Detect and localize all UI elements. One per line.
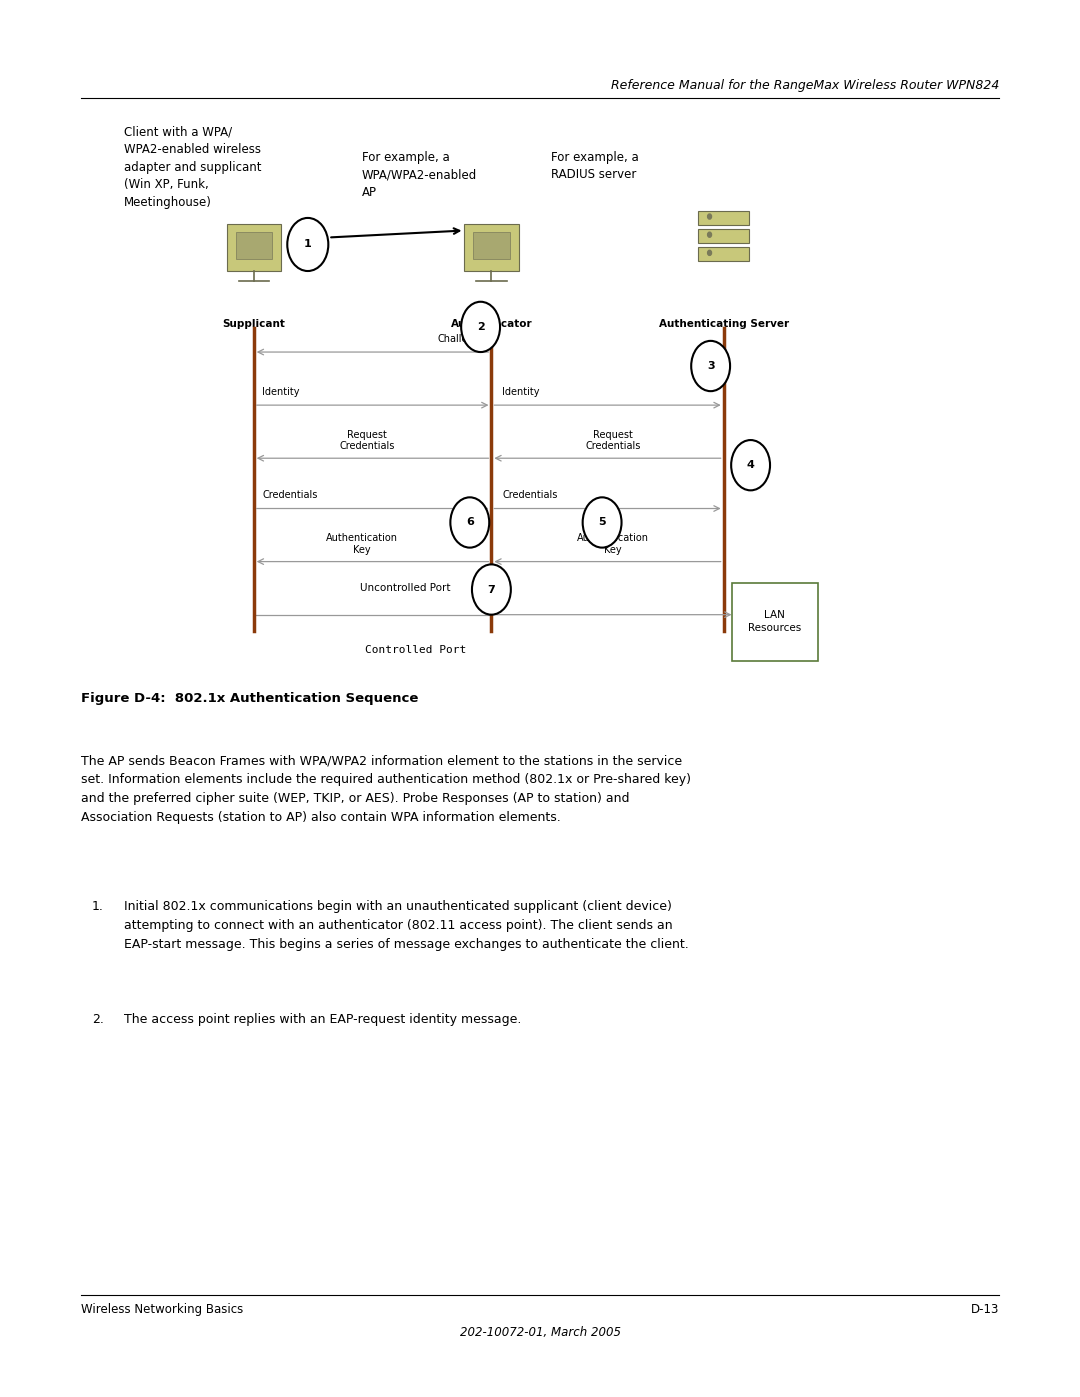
Text: Client with a WPA/
WPA2-enabled wireless
adapter and supplicant
(Win XP, Funk,
M: Client with a WPA/ WPA2-enabled wireless… bbox=[124, 126, 261, 208]
Text: 4: 4 bbox=[746, 460, 755, 471]
Circle shape bbox=[472, 564, 511, 615]
Circle shape bbox=[731, 440, 770, 490]
Text: Authentication
Key: Authentication Key bbox=[577, 534, 649, 555]
Text: Request
Credentials: Request Credentials bbox=[585, 430, 640, 451]
Circle shape bbox=[450, 497, 489, 548]
Text: 1: 1 bbox=[303, 239, 312, 250]
Circle shape bbox=[707, 214, 712, 219]
Text: 3: 3 bbox=[706, 360, 715, 372]
Text: The access point replies with an EAP-request identity message.: The access point replies with an EAP-req… bbox=[124, 1013, 522, 1025]
Text: Identity: Identity bbox=[262, 387, 300, 397]
Text: 5: 5 bbox=[598, 517, 606, 528]
FancyBboxPatch shape bbox=[699, 211, 748, 225]
Text: Wireless Networking Basics: Wireless Networking Basics bbox=[81, 1303, 243, 1316]
Text: Uncontrolled Port: Uncontrolled Port bbox=[360, 583, 450, 592]
Text: LAN
Resources: LAN Resources bbox=[748, 610, 801, 633]
Text: 7: 7 bbox=[487, 584, 496, 595]
FancyBboxPatch shape bbox=[473, 232, 510, 260]
Text: D-13: D-13 bbox=[971, 1303, 999, 1316]
Circle shape bbox=[707, 232, 712, 237]
Text: Identity: Identity bbox=[502, 387, 540, 397]
Text: Credentials: Credentials bbox=[262, 490, 318, 500]
Text: 2: 2 bbox=[476, 321, 485, 332]
Text: 6: 6 bbox=[465, 517, 474, 528]
Text: Request
Credentials: Request Credentials bbox=[339, 430, 395, 451]
FancyBboxPatch shape bbox=[732, 583, 818, 661]
Text: Controlled Port: Controlled Port bbox=[365, 645, 467, 655]
Text: Credentials: Credentials bbox=[502, 490, 557, 500]
Text: 1.: 1. bbox=[92, 900, 104, 912]
Text: Authenticator: Authenticator bbox=[450, 319, 532, 328]
FancyBboxPatch shape bbox=[235, 232, 272, 260]
Text: Reference Manual for the RangeMax Wireless Router WPN824: Reference Manual for the RangeMax Wirele… bbox=[610, 80, 999, 92]
Circle shape bbox=[583, 497, 622, 548]
Text: 2.: 2. bbox=[92, 1013, 104, 1025]
Circle shape bbox=[707, 250, 712, 256]
FancyBboxPatch shape bbox=[699, 229, 748, 243]
FancyBboxPatch shape bbox=[699, 247, 748, 261]
Text: Authentication
Key: Authentication Key bbox=[326, 534, 397, 555]
Text: Initial 802.1x communications begin with an unauthenticated supplicant (client d: Initial 802.1x communications begin with… bbox=[124, 900, 689, 951]
Text: Supplicant: Supplicant bbox=[222, 319, 285, 328]
Text: Challenge: Challenge bbox=[437, 334, 486, 344]
Circle shape bbox=[287, 218, 328, 271]
Text: For example, a
WPA/WPA2-enabled
AP: For example, a WPA/WPA2-enabled AP bbox=[362, 151, 477, 198]
Text: The AP sends Beacon Frames with WPA/WPA2 information element to the stations in : The AP sends Beacon Frames with WPA/WPA2… bbox=[81, 754, 691, 824]
Circle shape bbox=[461, 302, 500, 352]
Text: For example, a
RADIUS server: For example, a RADIUS server bbox=[551, 151, 638, 182]
FancyBboxPatch shape bbox=[227, 224, 281, 271]
Text: Authenticating Server: Authenticating Server bbox=[659, 319, 788, 328]
Text: 202-10072-01, March 2005: 202-10072-01, March 2005 bbox=[459, 1326, 621, 1338]
Text: Figure D-4:  802.1x Authentication Sequence: Figure D-4: 802.1x Authentication Sequen… bbox=[81, 692, 418, 704]
FancyBboxPatch shape bbox=[464, 224, 518, 271]
Circle shape bbox=[691, 341, 730, 391]
